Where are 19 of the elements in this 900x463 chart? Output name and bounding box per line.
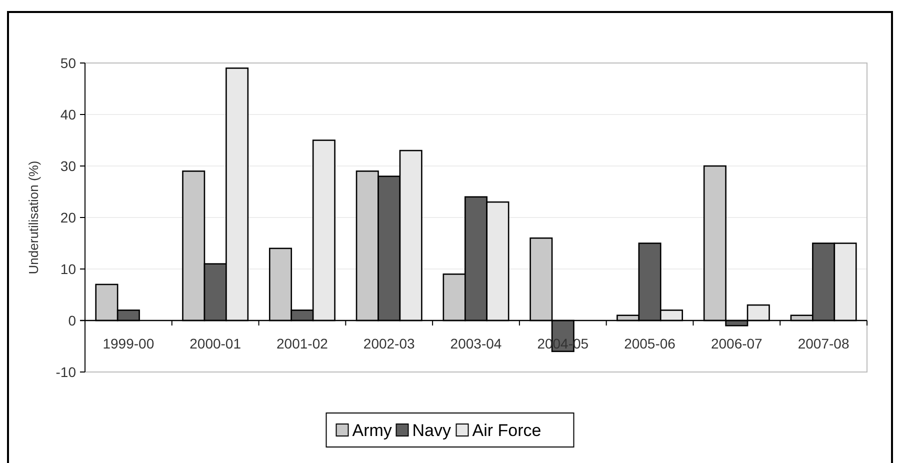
y-tick-label: 0 [68, 312, 76, 328]
x-tick-label: 2000-01 [190, 336, 242, 352]
legend-label: Navy [412, 420, 452, 440]
y-tick-label: 50 [60, 54, 76, 71]
y-tick-label: 10 [60, 260, 76, 277]
y-tick-label: 40 [60, 106, 76, 122]
y-tick-label: 30 [60, 158, 76, 174]
x-tick-label: 2006-07 [710, 336, 763, 352]
x-tick-label: 2003-04 [450, 336, 502, 352]
x-tick-label: 2005-06 [624, 336, 676, 352]
x-tick-label: 1999-00 [102, 336, 154, 352]
x-tick-label: 2002-03 [363, 336, 416, 352]
legend-label: Air Force [472, 420, 542, 440]
legend-label: Army [352, 420, 392, 440]
y-tick-label: 20 [60, 209, 76, 226]
y-tick-label: -10 [56, 364, 76, 380]
y-axis-title: Underutilisation (%) [26, 160, 41, 274]
x-tick-label: 2007-08 [798, 336, 850, 352]
x-tick-label: 2001-02 [276, 336, 328, 352]
